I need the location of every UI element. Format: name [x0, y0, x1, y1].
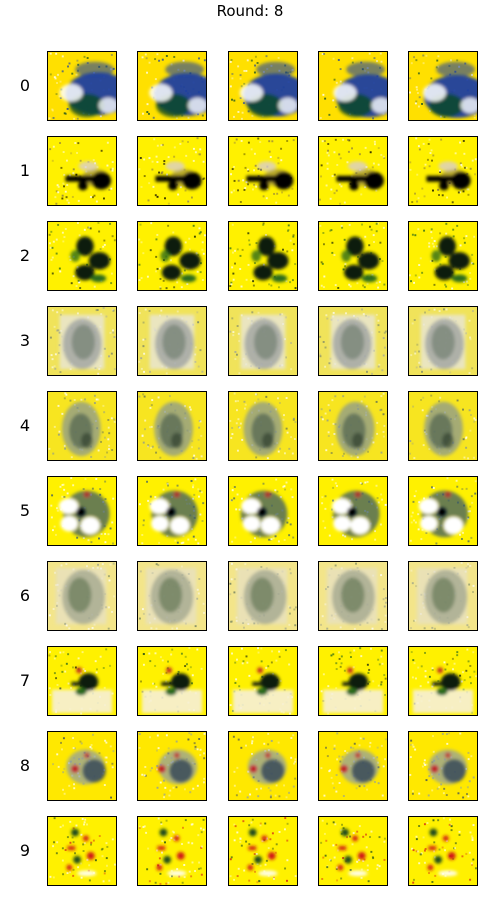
sample-image: [318, 561, 388, 631]
sample-image: [137, 731, 207, 801]
sample-image: [137, 391, 207, 461]
sample-image: [137, 816, 207, 886]
row-label: 0: [19, 76, 31, 95]
sample-image: [228, 221, 298, 291]
sample-image: [408, 306, 478, 376]
sample-image: [228, 646, 298, 716]
sample-image: [318, 816, 388, 886]
sample-image: [318, 476, 388, 546]
sample-image: [228, 476, 298, 546]
row-label: 9: [19, 841, 31, 860]
sample-image: [408, 646, 478, 716]
sample-image: [228, 731, 298, 801]
row-label: 3: [19, 331, 31, 350]
sample-image: [137, 51, 207, 121]
sample-image: [137, 136, 207, 206]
sample-image: [408, 561, 478, 631]
sample-image: [228, 561, 298, 631]
sample-image: [47, 731, 117, 801]
sample-image: [47, 816, 117, 886]
sample-image: [47, 136, 117, 206]
sample-image: [318, 391, 388, 461]
sample-image: [47, 391, 117, 461]
sample-image: [228, 306, 298, 376]
sample-image: [318, 731, 388, 801]
sample-image: [408, 391, 478, 461]
sample-image: [137, 306, 207, 376]
sample-image: [47, 51, 117, 121]
figure-title: Round: 8: [216, 2, 284, 20]
sample-image: [408, 476, 478, 546]
sample-image: [318, 51, 388, 121]
sample-image: [408, 731, 478, 801]
sample-image: [47, 476, 117, 546]
row-label: 1: [19, 161, 31, 180]
row-label: 4: [19, 416, 31, 435]
sample-image: [47, 221, 117, 291]
sample-image: [228, 391, 298, 461]
sample-image: [318, 221, 388, 291]
row-label: 8: [19, 756, 31, 775]
sample-image: [137, 476, 207, 546]
sample-image: [408, 136, 478, 206]
sample-image: [47, 646, 117, 716]
sample-image: [408, 51, 478, 121]
sample-image: [137, 646, 207, 716]
sample-image: [408, 221, 478, 291]
sample-image: [318, 646, 388, 716]
sample-image: [318, 306, 388, 376]
sample-image: [408, 816, 478, 886]
sample-image: [47, 561, 117, 631]
row-label: 2: [19, 246, 31, 265]
sample-image: [137, 221, 207, 291]
sample-image: [228, 136, 298, 206]
sample-image: [318, 136, 388, 206]
row-label: 6: [19, 586, 31, 605]
sample-image: [47, 306, 117, 376]
sample-image: [137, 561, 207, 631]
row-label: 5: [19, 501, 31, 520]
sample-image: [228, 51, 298, 121]
row-label: 7: [19, 671, 31, 690]
sample-image: [228, 816, 298, 886]
